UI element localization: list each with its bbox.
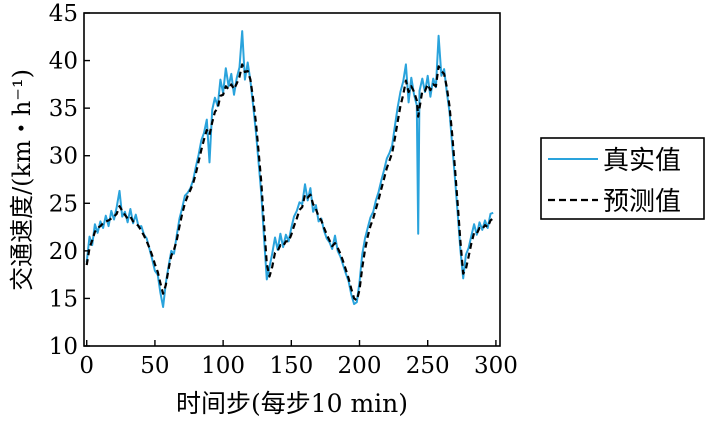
y-tick-label: 15 [49,286,78,312]
x-axis-label: 时间步(每步10 min) [176,389,408,418]
y-tick-label: 20 [49,239,78,265]
legend-label-predicted: 预测值 [603,187,681,217]
x-tick-label: 250 [406,353,450,379]
legend: 真实值 预测值 [540,137,705,220]
y-axis-label: 交通速度/(km・h⁻¹) [8,69,36,291]
series-predicted-line [85,63,494,302]
x-tick-label: 200 [338,353,382,379]
y-tick-label: 30 [49,144,78,170]
legend-label-actual: 真实值 [603,146,681,176]
y-tick-label: 45 [49,1,78,27]
x-axis: 0 50 100 150 200 250 300 [79,340,518,379]
legend-box [540,137,705,220]
x-tick-label: 0 [79,353,94,379]
x-tick-label: 50 [140,353,169,379]
series-layer [85,30,494,308]
y-tick-label: 10 [49,334,78,360]
y-tick-label: 35 [49,96,78,122]
y-axis: 10 15 20 25 30 35 40 45 [49,1,90,360]
series-actual-line [85,30,494,308]
x-tick-label: 150 [269,353,313,379]
x-tick-label: 300 [474,353,518,379]
y-tick-label: 25 [49,191,78,217]
y-tick-label: 40 [49,49,78,75]
x-tick-label: 100 [201,353,245,379]
